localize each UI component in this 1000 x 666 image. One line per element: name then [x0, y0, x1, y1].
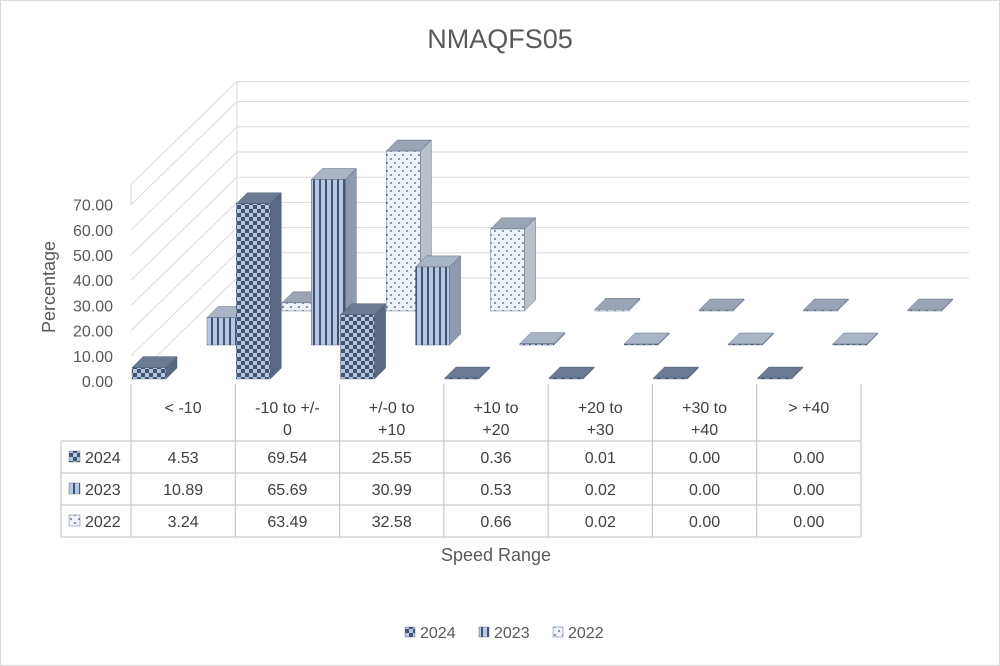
y-tick-label: 10.00 [73, 349, 113, 366]
table-cell: 32.58 [372, 514, 412, 531]
bar [727, 332, 774, 346]
bar [235, 192, 282, 380]
y-axis-title: Percentage [39, 241, 59, 333]
y-tick-label: 20.00 [73, 324, 113, 341]
table-cell: 0.36 [480, 450, 511, 467]
bar [832, 332, 879, 346]
table-cell: 0.00 [689, 450, 720, 467]
table-cell: 4.53 [168, 450, 199, 467]
category-label: +20 to +30 [578, 400, 623, 439]
table-cell: 10.89 [163, 482, 203, 499]
row-legend-key [68, 482, 81, 495]
table-cell: 0.02 [585, 482, 616, 499]
y-tick-label: 0.00 [82, 374, 113, 391]
y-tick-label: 50.00 [73, 248, 113, 265]
bar [698, 298, 745, 312]
bar [802, 298, 849, 312]
bar [907, 298, 954, 312]
y-tick-label: 60.00 [73, 223, 113, 240]
table-cell: 0.00 [793, 482, 824, 499]
gridline [130, 101, 969, 205]
table-cell: 0.00 [689, 482, 720, 499]
category-label: +10 to +20 [474, 400, 519, 439]
bar [310, 167, 357, 346]
row-series-label: 2022 [85, 514, 121, 531]
legend-label: 2022 [568, 625, 604, 642]
bar [757, 366, 804, 380]
y-tick-label: 40.00 [73, 273, 113, 290]
table-cell: 0.66 [480, 514, 511, 531]
bar [519, 332, 566, 346]
legend-label: 2023 [494, 625, 530, 642]
table-cell: 0.53 [480, 482, 511, 499]
category-label: < -10 [165, 400, 202, 417]
bar [548, 366, 595, 380]
x-axis-title: Speed Range [441, 545, 551, 565]
table-cell: 63.49 [267, 514, 307, 531]
y-tick-label: 30.00 [73, 298, 113, 315]
bar [594, 297, 641, 312]
table-cell: 30.99 [372, 482, 412, 499]
row-legend-key [68, 514, 81, 527]
category-label: > +40 [788, 400, 829, 417]
category-label: +/-0 to +10 [369, 400, 415, 439]
bar [652, 366, 699, 380]
legend-swatch [552, 626, 564, 638]
gridline [130, 80, 969, 205]
table-cell: 0.00 [689, 514, 720, 531]
table-cell: 0.00 [793, 514, 824, 531]
table-cell: 0.01 [585, 450, 616, 467]
legend-label: 2024 [420, 625, 456, 642]
bar [490, 217, 537, 312]
legend-swatch [478, 626, 490, 638]
row-series-label: 2023 [85, 482, 121, 499]
bar [415, 255, 462, 346]
category-label: +30 to +40 [682, 400, 727, 439]
table-cell: 3.24 [168, 514, 199, 531]
legend-swatch [404, 626, 416, 638]
chart-title: NMAQFS05 [427, 24, 573, 54]
y-tick-label: 70.00 [73, 198, 113, 215]
table-cell: 0.02 [585, 514, 616, 531]
table-cell: 69.54 [267, 450, 307, 467]
category-label: -10 to +/-0 [255, 400, 319, 439]
table-cell: 65.69 [267, 482, 307, 499]
row-series-label: 2024 [85, 450, 121, 467]
table-cell: 25.55 [372, 450, 412, 467]
table-cell: 0.00 [793, 450, 824, 467]
bar [623, 332, 670, 346]
row-legend-key [68, 450, 81, 463]
bar [444, 366, 491, 380]
bar [131, 356, 178, 380]
bar [340, 303, 387, 380]
